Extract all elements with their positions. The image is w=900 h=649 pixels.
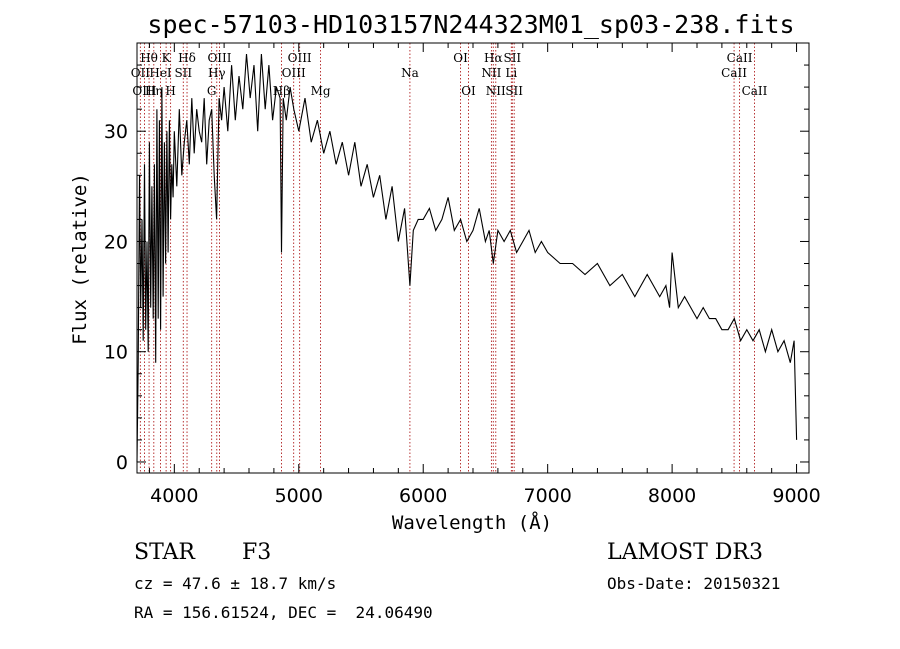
spectral-line-markers	[139, 43, 755, 473]
y-tick-label: 30	[104, 121, 128, 143]
line-label-3: Hη	[145, 84, 163, 98]
line-label-11: Hγ	[208, 66, 226, 80]
y-tick-label: 20	[104, 231, 128, 253]
y-axis-ticks: 0 10 20 30	[104, 64, 809, 474]
line-label-23: SII	[503, 51, 521, 65]
line-label-1: OII	[131, 66, 151, 80]
redshift-cz: cz = 47.6 ± 18.7 km/s	[134, 574, 336, 593]
x-tick-label: 6000	[399, 485, 447, 507]
line-label-0: Hθ	[140, 51, 158, 65]
line-label-13: OIII	[282, 66, 306, 80]
line-label-5: K	[162, 51, 172, 65]
chart-title: spec-57103-HD103157N244323M01_sp03-238.f…	[147, 10, 794, 39]
x-tick-label: 8000	[648, 485, 696, 507]
x-tick-label: 4000	[150, 485, 198, 507]
line-label-17: OI	[453, 51, 468, 65]
observation-date: Obs-Date: 20150321	[607, 574, 780, 593]
y-tick-label: 10	[104, 342, 128, 364]
x-tick-label: 7000	[523, 485, 571, 507]
x-axis-label: Wavelength (Å)	[392, 511, 552, 534]
line-label-14: OIII	[288, 51, 312, 65]
y-axis-label: Flux (relative)	[69, 173, 91, 345]
line-label-21: NII	[486, 84, 506, 98]
line-label-8: Hδ	[178, 51, 196, 65]
x-tick-label: 5000	[275, 485, 323, 507]
line-label-25: CaII	[721, 66, 747, 80]
line-label-26: CaII	[727, 51, 753, 65]
spectrum-line	[136, 53, 798, 463]
line-label-6: H	[165, 84, 175, 98]
line-label-22: Li	[505, 66, 517, 80]
line-label-9: G	[207, 84, 217, 98]
line-label-7: SII	[174, 66, 192, 80]
x-tick-label: 9000	[772, 485, 820, 507]
line-label-24: SII	[505, 84, 523, 98]
line-label-10: OIII	[207, 51, 231, 65]
object-subclass: F3	[242, 540, 271, 565]
line-label-19: NII	[481, 66, 501, 80]
spectral-line-labels: HθOIIOIIIHηHeIKHSIIHδGOIIIHγHβOIIIOIIIMg…	[131, 51, 768, 98]
coordinates: RA = 156.61524, DEC = 24.06490	[134, 603, 433, 622]
line-label-27: CaII	[742, 84, 768, 98]
plot-frame	[136, 42, 810, 474]
x-axis-ticks: 4000 5000 6000 7000 8000 9000	[148, 43, 821, 507]
object-type: STAR	[134, 540, 196, 565]
line-label-4: HeI	[149, 66, 172, 80]
survey-name: LAMOST DR3	[607, 540, 763, 565]
line-label-15: Mg	[311, 84, 331, 98]
line-label-20: Hα	[484, 51, 503, 65]
y-tick-label: 0	[116, 452, 128, 474]
line-label-12: Hβ	[273, 84, 290, 98]
line-label-16: Na	[401, 66, 419, 80]
line-label-18: OI	[461, 84, 476, 98]
